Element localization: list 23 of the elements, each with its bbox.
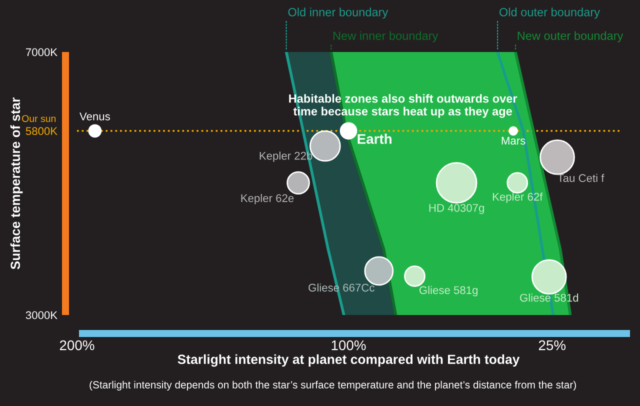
x-tick-label: 200% bbox=[60, 340, 94, 350]
y-tick-label: 3000K bbox=[26, 311, 58, 320]
text: Old outer boundary bbox=[500, 8, 600, 19]
series-label: Kepler 62e bbox=[241, 194, 294, 204]
ref-line-label: Our sun bbox=[22, 115, 56, 122]
series-label: Gliese 581g bbox=[419, 286, 478, 296]
series-label: New outer boundary bbox=[518, 31, 624, 42]
series-label: Venus bbox=[80, 112, 110, 120]
text: Old inner boundary bbox=[288, 8, 388, 19]
series-label: Kepler 62f bbox=[492, 192, 543, 203]
series-label: Mars bbox=[502, 136, 526, 145]
y-tick-label: 5800K bbox=[26, 127, 58, 136]
x-tick-label: 100% bbox=[332, 340, 366, 350]
y-tick-label: 7000K bbox=[26, 48, 58, 56]
text: (Starlight intensity depends on both the star’s surface temperature and the planet’s distance from the star) bbox=[90, 380, 576, 391]
series-label: HD 40307g bbox=[429, 204, 484, 214]
series-label: Tau Ceti f bbox=[558, 174, 604, 182]
annotation: Habitable zones also shift outwards over time because stars heat up as they age bbox=[289, 94, 518, 118]
y-axis-title: Surface temperature of star bbox=[10, 98, 23, 270]
series-label: New inner boundary bbox=[333, 31, 438, 42]
series-label: Earth bbox=[358, 134, 392, 144]
x-axis-title: Starlight intensity at planet compared with Earth today bbox=[178, 354, 520, 367]
x-tick-label: 25% bbox=[538, 340, 566, 350]
